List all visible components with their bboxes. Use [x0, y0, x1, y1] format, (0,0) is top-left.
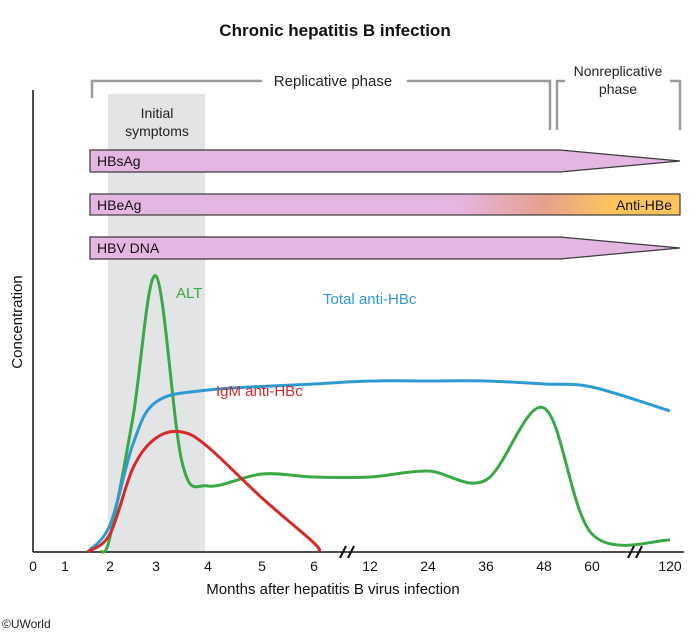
initial-symptoms-label: Initial symptoms	[125, 105, 189, 139]
bar-label-hbv-dna: HBV DNA	[97, 240, 160, 256]
axis-break-1	[339, 545, 355, 559]
nonreplicative-phase-bracket	[555, 79, 682, 130]
x-tick-label: 1	[61, 558, 69, 574]
x-tick-label: 120	[658, 558, 682, 574]
x-tick-label: 0	[29, 558, 37, 574]
x-tick-label: 3	[152, 558, 160, 574]
series-total-anti-hbc-line	[86, 379, 671, 554]
x-tick-label: 60	[584, 558, 600, 574]
bar-label-hbeag: HBeAg	[97, 197, 141, 213]
x-tick-label: 12	[362, 558, 378, 574]
series-igm-anti-hbc-line	[86, 429, 322, 554]
x-tick-label: 5	[258, 558, 266, 574]
x-tick-label: 36	[478, 558, 494, 574]
x-tick-label: 24	[420, 558, 436, 574]
series-alt-label: ALT	[176, 285, 202, 302]
x-tick-label: 48	[536, 558, 552, 574]
bar-hbv-dna: HBV DNA	[89, 236, 681, 260]
credit: ©UWorld	[2, 617, 51, 631]
bar-hbsag: HBsAg	[89, 149, 681, 173]
replicative-phase-bracket	[90, 79, 552, 130]
y-axis-label: Concentration	[9, 275, 26, 368]
bar-label-anti-hbe: Anti-HBe	[616, 197, 672, 213]
x-axis-label: Months after hepatitis B virus infection	[206, 581, 459, 598]
axis-break-2	[627, 545, 643, 559]
nonreplicative-phase-label: Nonreplicative phase	[574, 63, 663, 97]
x-tick-label: 2	[106, 558, 114, 574]
series-total-anti-hbc-label: Total anti-HBc	[323, 291, 417, 308]
series-igm-anti-hbc-label: IgM anti-HBc	[216, 383, 303, 400]
replicative-phase-label: Replicative phase	[274, 73, 392, 90]
bar-hbeag: HBeAg Anti-HBe	[89, 193, 681, 216]
chart-title: Chronic hepatitis B infection	[219, 21, 450, 40]
series-alt-line	[99, 274, 671, 554]
x-tick-label: 6	[310, 558, 318, 574]
bar-label-hbsag: HBsAg	[97, 153, 141, 169]
x-tick-label: 4	[204, 558, 212, 574]
